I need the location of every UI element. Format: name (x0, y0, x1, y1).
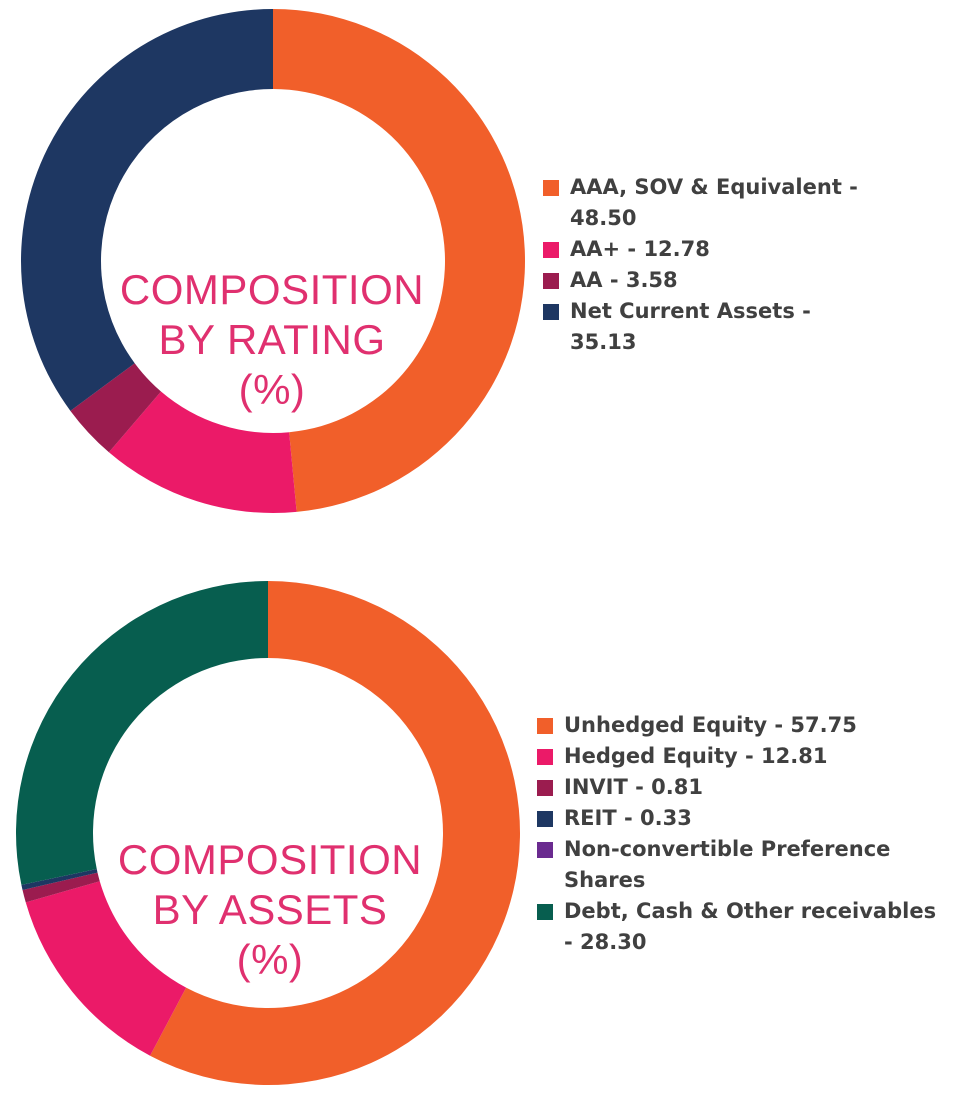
rating-center-title: COMPOSITION BY RATING (%) (92, 265, 452, 415)
assets-legend-swatch-invit (537, 780, 553, 796)
assets-legend-swatch-debt-cash (537, 904, 553, 920)
assets-slice-invit (22, 872, 100, 903)
assets-legend-item-debt-cash: Debt, Cash & Other receivables - 28.30 (537, 896, 937, 958)
assets-legend-item-reit: REIT - 0.33 (537, 803, 937, 834)
assets-legend-label-invit: INVIT - 0.81 (564, 775, 703, 799)
assets-legend: Unhedged Equity - 57.75 Hedged Equity - … (537, 710, 937, 958)
assets-title-line-1: COMPOSITION (117, 836, 423, 883)
assets-legend-label-unhedged-equity: Unhedged Equity - 57.75 (564, 713, 857, 737)
rating-legend-label-aa-plus: AA+ - 12.78 (570, 237, 710, 261)
rating-legend-swatch-net-current-assets (543, 304, 559, 320)
assets-legend-label-reit: REIT - 0.33 (564, 806, 692, 830)
rating-donut (20, 9, 526, 513)
assets-title-line-3: (%) (236, 936, 304, 983)
assets-legend-swatch-reit (537, 811, 553, 827)
rating-slice-aaa-sov-equivalent (273, 9, 526, 512)
assets-legend-item-preference-shares: Non-convertible Preference Shares (537, 834, 937, 896)
assets-legend-label-hedged-equity: Hedged Equity - 12.81 (564, 744, 828, 768)
rating-legend-item-aa-plus: AA+ - 12.78 (543, 234, 873, 265)
rating-legend-swatch-aa (543, 273, 559, 289)
assets-legend-swatch-preference-shares (537, 842, 553, 858)
assets-center-title: COMPOSITION BY ASSETS (%) (80, 835, 460, 985)
rating-legend-label-net-current-assets: Net Current Assets - 35.13 (570, 299, 811, 354)
rating-legend-item-aaa: AAA, SOV & Equivalent - 48.50 (543, 172, 873, 234)
rating-chart: COMPOSITION BY RATING (%) AAA, SOV & Equ… (0, 0, 967, 540)
rating-title-line-1: COMPOSITION (119, 266, 425, 313)
assets-slice-unhedged-equity (150, 581, 520, 1085)
rating-title-line-2: BY RATING (158, 316, 386, 363)
assets-title-line-2: BY ASSETS (152, 886, 388, 933)
rating-legend-swatch-aaa (543, 180, 559, 196)
assets-legend-item-hedged-equity: Hedged Equity - 12.81 (537, 741, 937, 772)
rating-legend-item-net-current-assets: Net Current Assets - 35.13 (543, 296, 873, 358)
assets-legend-swatch-hedged-equity (537, 749, 553, 765)
rating-legend-label-aa: AA - 3.58 (570, 268, 678, 292)
rating-legend: AAA, SOV & Equivalent - 48.50 AA+ - 12.7… (543, 172, 873, 358)
assets-chart: COMPOSITION BY ASSETS (%) Unhedged Equit… (0, 560, 967, 1109)
rating-slice-aa (108, 391, 297, 513)
assets-legend-item-invit: INVIT - 0.81 (537, 772, 937, 803)
rating-legend-item-aa: AA - 3.58 (543, 265, 873, 296)
assets-legend-item-unhedged-equity: Unhedged Equity - 57.75 (537, 710, 937, 741)
rating-slice-aa (70, 363, 161, 453)
assets-slice-reit (21, 869, 98, 890)
rating-title-line-3: (%) (238, 366, 306, 413)
rating-slice-net-current-assets (20, 9, 274, 411)
assets-legend-label-preference-shares: Non-convertible Preference Shares (564, 837, 891, 892)
assets-legend-label-debt-cash: Debt, Cash & Other receivables - 28.30 (564, 899, 937, 954)
assets-donut (15, 581, 520, 1085)
assets-legend-swatch-unhedged-equity (537, 718, 553, 734)
assets-slice-debt-cash-other-receivables (15, 581, 268, 885)
rating-legend-swatch-aa-plus (543, 242, 559, 258)
assets-slice-hedged-equity (25, 881, 187, 1056)
rating-legend-label-aaa: AAA, SOV & Equivalent - 48.50 (570, 175, 858, 230)
